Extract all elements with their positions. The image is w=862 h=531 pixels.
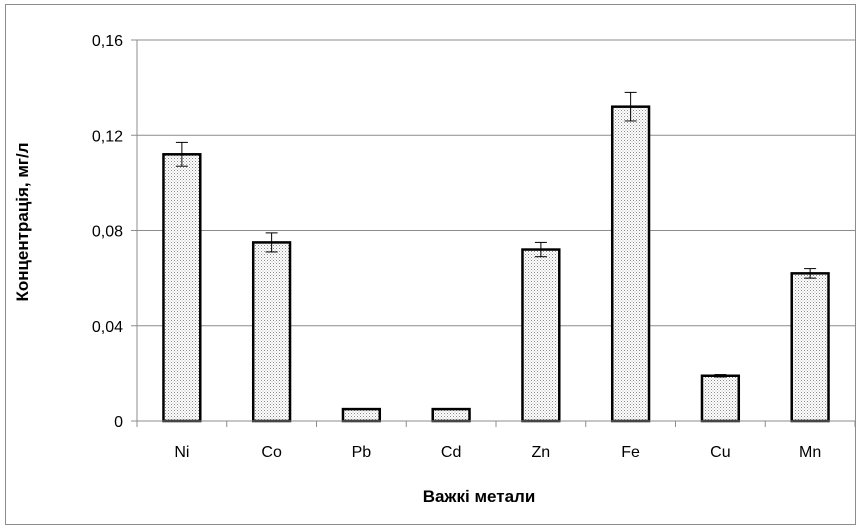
bars	[162, 105, 830, 423]
bar-co	[251, 241, 292, 423]
chart-frame: 0 0,04 0,08 0,12 0,16 Ni Co Pb Cd Zn Fe Cu Mn Конце…	[5, 4, 856, 525]
error-bar-fe	[624, 91, 637, 122]
error-bars	[175, 91, 817, 378]
error-bar-mn	[804, 268, 817, 279]
bar-chart: 0 0,04 0,08 0,12 0,16 Ni Co Pb Cd Zn Fe Cu Mn Конце…	[13, 33, 856, 506]
x-tick-label: Co	[261, 444, 282, 461]
y-tick-label: 0,16	[92, 33, 123, 50]
axes	[131, 39, 856, 427]
x-axis-title: Важкі метали	[423, 487, 536, 506]
error-bar-co	[265, 232, 278, 253]
bar-fe	[610, 105, 651, 423]
error-bar-zn	[534, 241, 547, 258]
x-tick-label: Cu	[710, 444, 730, 461]
bar-pb	[341, 407, 382, 423]
y-tick-label: 0,08	[92, 224, 123, 241]
y-axis-title: Концентрація, мг/л	[13, 142, 32, 301]
bar-ni	[162, 153, 202, 423]
error-bar-ni	[175, 141, 188, 167]
x-tick-labels: Ni Co Pb Cd Zn Fe Cu Mn	[174, 444, 821, 461]
y-tick-label: 0,12	[92, 128, 123, 145]
bar-zn	[521, 248, 561, 423]
bar-mn	[790, 272, 830, 423]
bar-cu	[700, 374, 741, 423]
x-tick-label: Cd	[441, 444, 461, 461]
y-tick-labels: 0 0,04 0,08 0,12 0,16	[92, 33, 123, 431]
gridlines	[137, 39, 855, 327]
y-tick-label: 0,04	[92, 319, 123, 336]
error-bar-cu	[714, 374, 727, 378]
x-tick-label: Pb	[352, 444, 372, 461]
x-tick-label: Fe	[621, 444, 640, 461]
x-tick-label: Ni	[174, 444, 189, 461]
x-tick-label: Zn	[532, 444, 551, 461]
bar-cd	[431, 407, 471, 423]
x-tick-label: Mn	[799, 444, 821, 461]
y-tick-label: 0	[114, 414, 123, 431]
